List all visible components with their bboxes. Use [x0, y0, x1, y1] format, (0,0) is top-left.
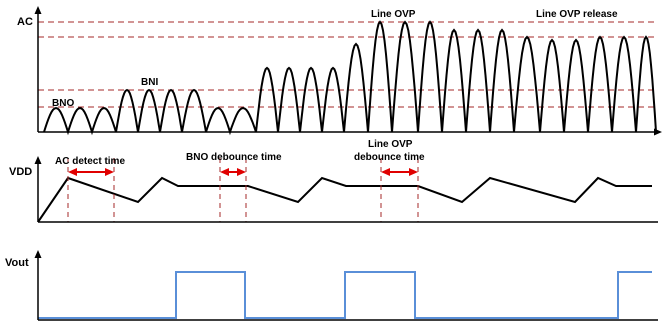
- bni-label: BNI: [141, 77, 158, 88]
- vdd-panel: VDD AC detect time BNO debounce time Lin…: [9, 139, 658, 223]
- vout-panel: Vout: [5, 250, 658, 321]
- bno-debounce-time-label: BNO debounce time: [186, 152, 282, 163]
- ac-y-arrow-icon: [34, 6, 42, 14]
- ac-panel: AC BNO BNI Line OVP Line OVP release: [17, 6, 662, 136]
- line-ovp-label: Line OVP: [371, 9, 416, 20]
- vdd-waveform: [37, 176, 652, 223]
- vdd-y-arrow-icon: [34, 156, 42, 164]
- ovp-debounce-arrow: [381, 168, 418, 176]
- bno-debounce-arrow: [220, 168, 246, 176]
- line-ovp-debounce-label-line1: Line OVP: [368, 139, 413, 150]
- bno-label: BNO: [52, 98, 74, 109]
- line-ovp-debounce-label-line2: debounce time: [354, 152, 425, 163]
- ac-x-arrow-icon: [654, 128, 662, 136]
- ac-waveform: [43, 20, 657, 136]
- vout-y-arrow-icon: [34, 250, 42, 258]
- line-ovp-release-label: Line OVP release: [536, 9, 618, 20]
- ac-detect-arrow: [68, 168, 114, 176]
- vdd-axis-label: VDD: [9, 166, 32, 178]
- ac-detect-time-label: AC detect time: [55, 156, 125, 167]
- ac-axis-label: AC: [17, 16, 33, 28]
- vout-waveform: [38, 271, 652, 319]
- vout-axis-label: Vout: [5, 257, 29, 269]
